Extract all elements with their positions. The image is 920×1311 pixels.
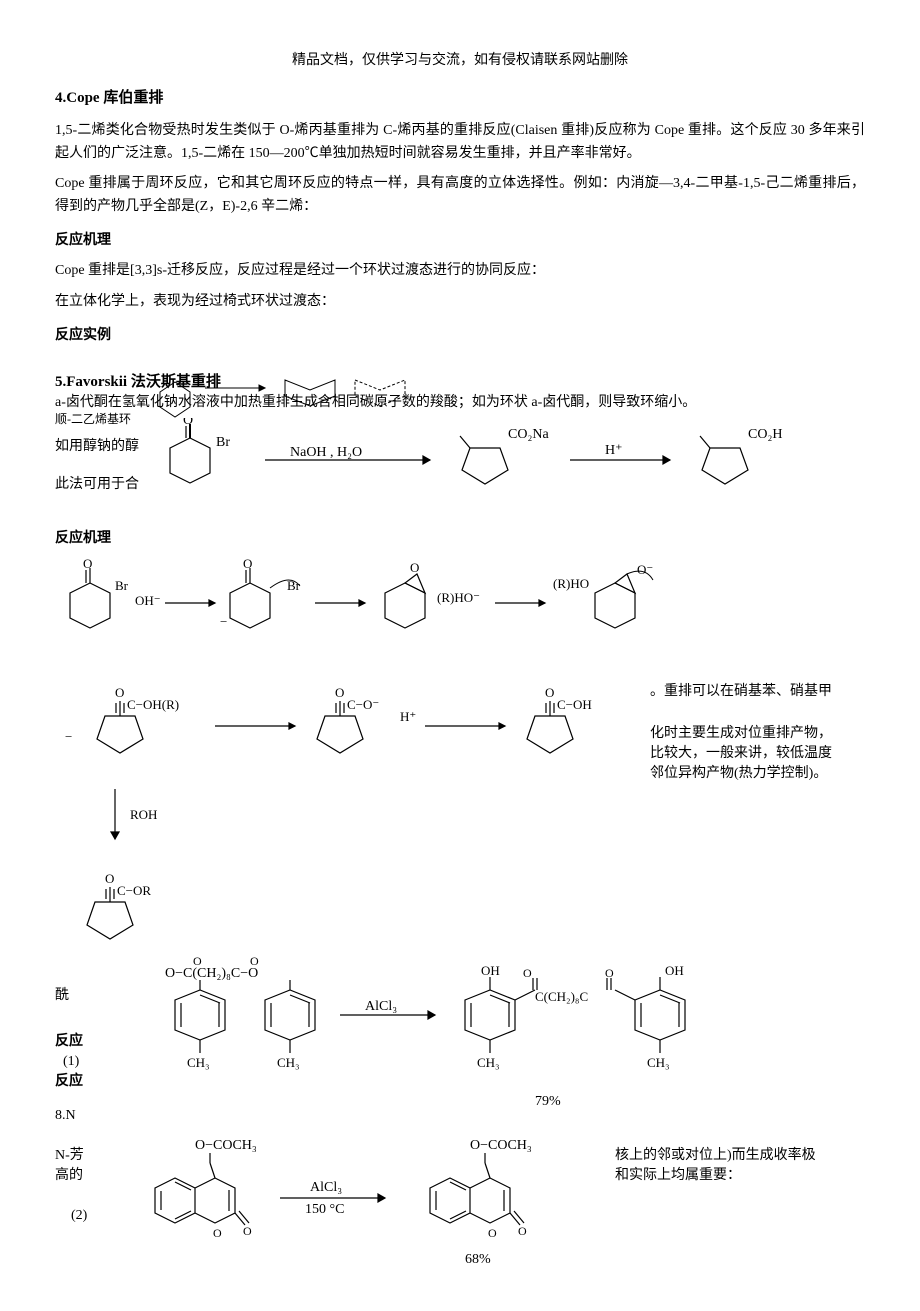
svg-text:ROH: ROH [130, 807, 157, 822]
svg-text:−: − [65, 729, 72, 744]
svg-text:CH₃: CH₃ [277, 1055, 300, 1070]
svg-text:O: O [193, 955, 202, 968]
svg-text:C−OH: C−OH [557, 697, 592, 712]
sec4-mech-title: 反应机理 [55, 230, 865, 252]
sec4-p2: Cope 重排属于周环反应，它和其它周环反应的特点一样，具有高度的立体选择性。例… [55, 173, 865, 218]
svg-text:AlCl₃: AlCl₃ [310, 1180, 342, 1195]
sec4-mech-p1: Cope 重排是[3,3]s-迁移反应，反应过程是经过一个环状过渡态进行的协同反… [55, 260, 865, 282]
diagram-overlay-1 [155, 352, 455, 422]
svg-text:CO₂H: CO₂H [748, 427, 782, 442]
svg-text:C−OH(R): C−OH(R) [127, 697, 179, 712]
svg-text:OH⁻: OH⁻ [135, 593, 161, 608]
svg-text:Br: Br [287, 578, 301, 593]
svg-text:O: O [250, 955, 259, 968]
sec5-mech-title: 反应机理 [55, 528, 865, 550]
svg-text:C(CH₂)₈C: C(CH₂)₈C [535, 989, 588, 1004]
svg-text:AlCl₃: AlCl₃ [365, 999, 397, 1014]
svg-text:O: O [105, 871, 114, 886]
svg-text:CH₃: CH₃ [187, 1055, 210, 1070]
svg-text:Br: Br [115, 578, 129, 593]
svg-text:O: O [605, 966, 614, 980]
svg-text:C−O⁻: C−O⁻ [347, 697, 379, 712]
right-frag1: 。重排可以在硝基苯、硝基甲 [650, 681, 832, 703]
frag-sub3: 反应 [55, 1071, 83, 1093]
right-frag2c: 邻位异构产物(热力学控制)。 [650, 763, 827, 785]
sec8-left2: 高的 [55, 1165, 83, 1187]
diagram-reaction-1: O−C(CH₂)₈C−O O O CH₃ CH₃ AlCl₃ [105, 955, 765, 1125]
diagram-favorskii-main: O Br NaOH , H₂O CO₂Na H⁺ CO₂H [150, 418, 870, 508]
svg-text:CH₃: CH₃ [647, 1055, 670, 1070]
sec5-p2-left: 如用醇钠的醇 [55, 436, 139, 458]
sec4-title: 4.Cope 库伯重排 [55, 86, 865, 110]
svg-text:O: O [83, 558, 92, 571]
diagram-mech-row2: − O C−OH(R) O C−O⁻ H⁺ O C−OH [55, 661, 675, 776]
svg-text:O: O [183, 418, 193, 428]
svg-text:CO₂Na: CO₂Na [508, 427, 549, 442]
svg-text:O⁻: O⁻ [637, 562, 653, 577]
svg-text:−: − [220, 614, 227, 629]
svg-text:150 °C: 150 °C [305, 1202, 344, 1217]
svg-text:O: O [488, 1226, 497, 1240]
frag-sub1: 酰 [55, 985, 69, 1007]
svg-text:H⁺: H⁺ [400, 709, 416, 724]
svg-text:O−C(CH₂)₈C−O: O−C(CH₂)₈C−O [165, 966, 258, 981]
svg-text:H⁺: H⁺ [605, 443, 623, 458]
item-8: 8.N [55, 1105, 76, 1127]
diagram-mech-row3: ROH [55, 784, 215, 854]
svg-text:O: O [410, 560, 419, 575]
svg-text:O: O [213, 1226, 222, 1240]
svg-text:O: O [335, 685, 344, 700]
svg-text:CH₃: CH₃ [477, 1055, 500, 1070]
svg-text:C−OR: C−OR [117, 883, 151, 898]
header-note: 精品文档，仅供学习与交流，如有侵权请联系网站删除 [55, 50, 865, 72]
svg-text:O: O [243, 558, 252, 571]
svg-text:O: O [518, 1224, 527, 1238]
svg-text:68%: 68% [465, 1252, 491, 1267]
svg-text:O−COCH₃: O−COCH₃ [470, 1138, 532, 1153]
sec4-p1: 1,5-二烯类化合物受热时发生类似于 O-烯丙基重排为 C-烯丙基的重排反应(C… [55, 120, 865, 165]
svg-text:Br: Br [216, 435, 230, 450]
sec4-mech-p2: 在立体化学上，表现为经过椅式环状过渡态： [55, 291, 865, 313]
svg-text:79%: 79% [535, 1094, 561, 1109]
sec4-ex-title: 反应实例 [55, 325, 865, 347]
sec5-p3-left: 此法可用于合 [55, 474, 139, 496]
diagram-reaction-2: O−COCH₃ O O AlCl₃ 150 °C O−COCH₃ [115, 1133, 635, 1273]
svg-text:OH: OH [665, 963, 684, 978]
svg-text:OH: OH [481, 963, 500, 978]
svg-text:O: O [545, 685, 554, 700]
svg-text:O: O [115, 685, 124, 700]
svg-text:O−COCH₃: O−COCH₃ [195, 1138, 257, 1153]
diagram-mech-row4: O C−OR [55, 862, 235, 947]
diagram-mech-row1: O Br OH⁻ O Br − O (R)HO⁻ [55, 558, 755, 653]
reaction1-num: (1) [63, 1051, 79, 1073]
svg-text:(R)HO⁻: (R)HO⁻ [437, 590, 480, 605]
reaction2-num: (2) [71, 1205, 87, 1227]
svg-text:O: O [243, 1224, 252, 1238]
svg-text:(R)HO: (R)HO [553, 576, 589, 591]
svg-text:NaOH , H₂O: NaOH , H₂O [290, 445, 362, 460]
svg-text:O: O [523, 966, 532, 980]
